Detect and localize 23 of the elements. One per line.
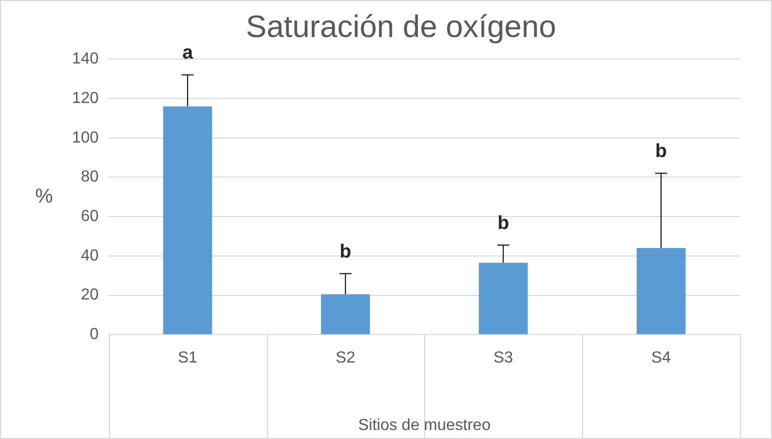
y-tick-label: 60 xyxy=(80,208,99,225)
y-tick-label: 100 xyxy=(72,129,99,146)
annotation: b xyxy=(340,241,352,262)
y-axis-title: % xyxy=(35,185,54,208)
annotation: a xyxy=(182,42,194,64)
y-tick-label: 0 xyxy=(90,326,99,344)
x-tick-label: S1 xyxy=(178,350,198,367)
y-tick-label: 140 xyxy=(72,50,99,68)
x-tick-label: S3 xyxy=(493,350,514,367)
x-tick-label: S4 xyxy=(651,350,671,367)
bar xyxy=(478,262,528,334)
y-tick-label: 20 xyxy=(80,286,99,304)
x-axis-title: Sitios de muestreo xyxy=(358,416,491,434)
chart-title: Saturación de oxígeno xyxy=(246,9,556,44)
y-tick-label: 40 xyxy=(80,247,99,264)
y-tick-label: 120 xyxy=(72,90,99,107)
annotation: b xyxy=(497,212,510,234)
x-tick-label: S2 xyxy=(336,350,356,367)
bar xyxy=(163,106,212,334)
y-tick-label: 80 xyxy=(80,168,99,186)
bar xyxy=(636,248,686,334)
annotation: b xyxy=(655,141,667,162)
bar xyxy=(320,294,370,334)
